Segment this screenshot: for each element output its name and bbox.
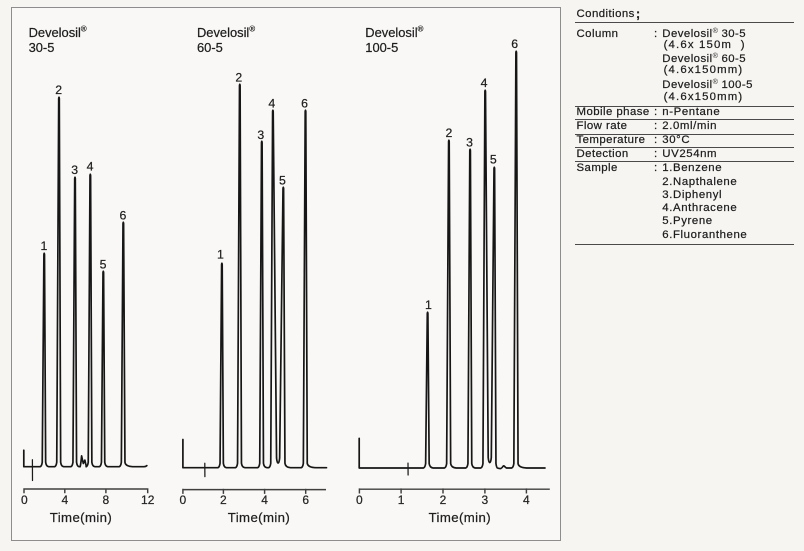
svg-text:2: 2 — [445, 126, 452, 140]
svg-text:5: 5 — [279, 174, 286, 188]
svg-text:Develosil®: Develosil® — [197, 25, 255, 40]
svg-text:60-5: 60-5 — [197, 40, 223, 55]
svg-text:100-5: 100-5 — [365, 40, 398, 55]
svg-text:6: 6 — [301, 97, 308, 111]
svg-text:3: 3 — [482, 493, 489, 507]
svg-text:4: 4 — [523, 493, 530, 507]
svg-text:30-5: 30-5 — [29, 40, 55, 55]
svg-text:4: 4 — [268, 97, 275, 111]
svg-text:12: 12 — [141, 493, 155, 507]
svg-text:2: 2 — [55, 83, 62, 97]
svg-text:2: 2 — [220, 493, 227, 507]
svg-text:Time(min): Time(min) — [429, 510, 491, 525]
svg-text:0: 0 — [356, 493, 363, 507]
svg-text:6: 6 — [119, 208, 126, 222]
svg-text:3: 3 — [71, 163, 78, 177]
svg-text:Time(min): Time(min) — [228, 510, 290, 525]
svg-text:4: 4 — [87, 160, 94, 174]
svg-text:1: 1 — [40, 239, 47, 253]
svg-text:0: 0 — [21, 493, 28, 507]
svg-text:3: 3 — [466, 136, 473, 150]
svg-text:1: 1 — [398, 493, 405, 507]
svg-text:5: 5 — [490, 153, 497, 167]
svg-text:8: 8 — [103, 493, 110, 507]
svg-text:4: 4 — [61, 493, 68, 507]
svg-text:Develosil®: Develosil® — [365, 25, 423, 40]
svg-text:2: 2 — [235, 71, 242, 85]
svg-text:1: 1 — [425, 298, 432, 312]
svg-text:4: 4 — [481, 76, 488, 90]
svg-text:1: 1 — [217, 248, 224, 262]
svg-text:5: 5 — [100, 257, 107, 271]
svg-text:Develosil®: Develosil® — [29, 25, 87, 40]
svg-text:2: 2 — [440, 493, 447, 507]
svg-text:Time(min): Time(min) — [50, 510, 112, 525]
svg-text:3: 3 — [257, 128, 264, 142]
svg-text:0: 0 — [180, 493, 187, 507]
svg-text:6: 6 — [511, 37, 518, 51]
svg-text:4: 4 — [261, 493, 268, 507]
svg-text:6: 6 — [302, 493, 309, 507]
